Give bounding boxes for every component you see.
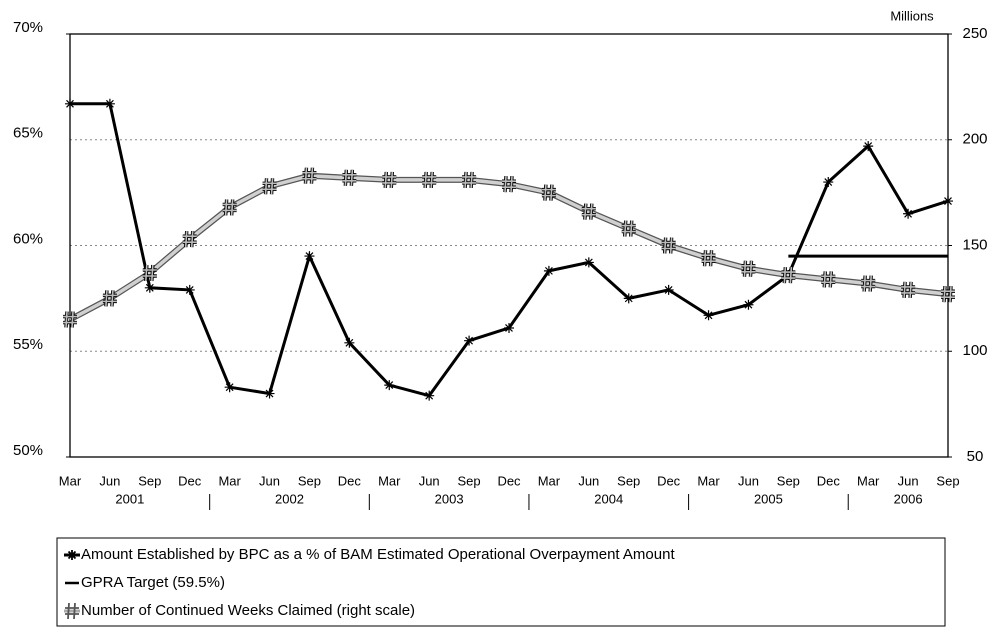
year-label: 2002 bbox=[275, 491, 304, 506]
series-line bbox=[69, 173, 949, 322]
x-tick-label: Mar bbox=[857, 473, 880, 488]
marker bbox=[701, 250, 716, 267]
y2-tick-label: 200 bbox=[962, 131, 987, 148]
x-tick-label: Jun bbox=[259, 473, 280, 488]
y2-tick-label: 50 bbox=[967, 448, 984, 465]
marker bbox=[304, 251, 315, 262]
year-label: 2005 bbox=[754, 491, 783, 506]
x-tick-label: Jun bbox=[99, 473, 120, 488]
marker bbox=[901, 281, 916, 298]
marker bbox=[344, 337, 355, 348]
marker bbox=[184, 284, 195, 295]
x-tick-label: Mar bbox=[538, 473, 561, 488]
legend-box bbox=[56, 537, 946, 627]
legend-label: GPRA Target (59.5%) bbox=[81, 574, 225, 591]
y-tick-label: 65% bbox=[13, 125, 43, 142]
x-tick-label: Dec bbox=[497, 473, 521, 488]
x-tick-label: Sep bbox=[936, 473, 959, 488]
y-tick-label: 70% bbox=[13, 19, 43, 36]
marker bbox=[581, 203, 596, 220]
x-tick-label: Dec bbox=[178, 473, 202, 488]
marker bbox=[102, 290, 117, 307]
x-tick-label: Mar bbox=[378, 473, 401, 488]
year-label: 2001 bbox=[115, 491, 144, 506]
marker bbox=[863, 141, 874, 152]
marker bbox=[903, 208, 914, 219]
marker bbox=[821, 271, 836, 288]
marker bbox=[464, 335, 475, 346]
marker bbox=[302, 167, 317, 184]
x-tick-label: Sep bbox=[298, 473, 321, 488]
marker bbox=[182, 231, 197, 248]
marker bbox=[63, 311, 77, 328]
series-line bbox=[70, 102, 949, 398]
x-tick-label: Sep bbox=[458, 473, 481, 488]
marker bbox=[823, 177, 834, 188]
x-tick-label: Jun bbox=[738, 473, 759, 488]
marker bbox=[144, 282, 155, 293]
marker bbox=[342, 169, 357, 186]
x-tick-label: Mar bbox=[697, 473, 720, 488]
legend-label: Number of Continued Weeks Claimed (right… bbox=[81, 602, 415, 619]
marker bbox=[142, 264, 157, 282]
marker bbox=[262, 178, 277, 195]
marker bbox=[941, 286, 955, 303]
x-tick-label: Dec bbox=[817, 473, 841, 488]
marker bbox=[422, 171, 437, 188]
marker bbox=[224, 382, 235, 393]
marker bbox=[943, 196, 953, 207]
y2-axis-label: Millions bbox=[890, 8, 934, 23]
series-line-casing bbox=[68, 172, 949, 323]
marker bbox=[741, 260, 756, 277]
x-tick-label: Sep bbox=[617, 473, 640, 488]
marker bbox=[743, 299, 754, 310]
marker bbox=[104, 98, 115, 109]
marker bbox=[541, 184, 556, 201]
marker bbox=[222, 199, 237, 216]
x-tick-label: Mar bbox=[218, 473, 241, 488]
marker bbox=[583, 257, 594, 268]
y-tick-label: 60% bbox=[13, 230, 43, 247]
plot-frame bbox=[69, 33, 949, 458]
y2-tick-label: 250 bbox=[962, 25, 987, 42]
y2-tick-label: 150 bbox=[962, 236, 987, 253]
marker bbox=[504, 322, 514, 333]
legend-label: Amount Established by BPC as a % of BAM … bbox=[81, 546, 675, 563]
year-label: 2003 bbox=[435, 491, 464, 506]
x-tick-label: Dec bbox=[657, 473, 681, 488]
y2-tick-label: 100 bbox=[962, 342, 987, 359]
marker bbox=[781, 267, 796, 284]
marker bbox=[661, 237, 676, 254]
legend-marker bbox=[67, 550, 77, 560]
year-label: 2004 bbox=[594, 491, 623, 506]
marker bbox=[663, 284, 674, 295]
y-tick-label: 50% bbox=[13, 442, 43, 459]
x-tick-label: Dec bbox=[338, 473, 362, 488]
marker bbox=[65, 98, 75, 109]
marker bbox=[502, 176, 516, 193]
marker bbox=[424, 390, 435, 401]
marker bbox=[462, 171, 477, 188]
marker bbox=[861, 275, 876, 292]
marker bbox=[543, 265, 554, 276]
legend-marker bbox=[65, 602, 79, 620]
marker bbox=[623, 293, 634, 304]
marker bbox=[382, 171, 397, 188]
x-tick-label: Mar bbox=[59, 473, 82, 488]
x-tick-label: Sep bbox=[777, 473, 800, 488]
x-tick-label: Jun bbox=[898, 473, 919, 488]
marker bbox=[621, 220, 636, 237]
year-label: 2006 bbox=[894, 491, 923, 506]
x-tick-label: Sep bbox=[138, 473, 161, 488]
x-tick-label: Jun bbox=[419, 473, 440, 488]
x-tick-label: Jun bbox=[578, 473, 599, 488]
y-tick-label: 55% bbox=[13, 336, 43, 353]
marker bbox=[264, 388, 275, 399]
marker bbox=[384, 380, 395, 391]
marker bbox=[703, 310, 714, 321]
